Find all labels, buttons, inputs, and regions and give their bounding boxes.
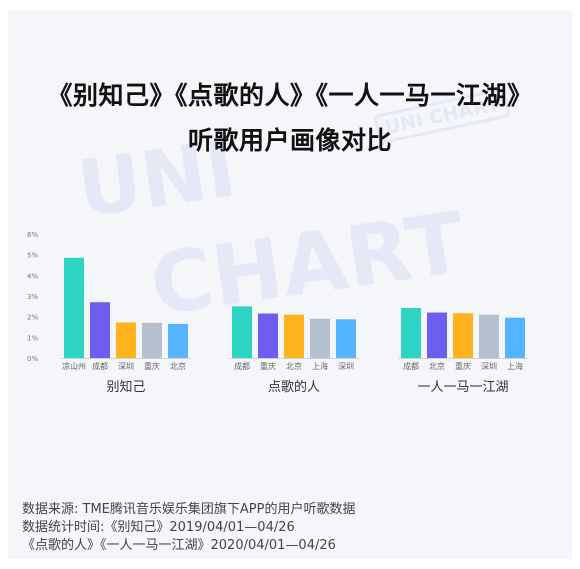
y-tick-label: 6%	[27, 231, 38, 239]
y-tick-label: 0%	[27, 355, 38, 363]
time-range-note-1: 数据统计时间:《别知己》2019/04/01—04/26	[22, 520, 295, 535]
x-tick-label: 上海	[507, 361, 523, 371]
bar	[258, 313, 278, 358]
x-tick-label: 上海	[312, 361, 328, 371]
y-tick-label: 5%	[27, 252, 38, 260]
chart-subtitle: 听歌用户画像对比	[187, 126, 392, 155]
y-tick-label: 1%	[27, 334, 38, 342]
x-tick-label: 深圳	[338, 361, 354, 371]
bar	[479, 314, 499, 358]
x-tick-label: 深圳	[481, 361, 497, 371]
x-tick-label: 北京	[286, 361, 302, 371]
bar	[401, 307, 421, 358]
x-tick-label: 成都	[234, 361, 250, 371]
x-tick-label: 北京	[429, 361, 445, 371]
group-label: 别知己	[106, 379, 145, 395]
bar	[336, 319, 356, 358]
bar	[90, 302, 110, 358]
chart-title: 《别知己》《点歌的人》《一人一马一江湖》	[47, 81, 533, 110]
bar	[142, 322, 162, 358]
y-tick-label: 3%	[27, 293, 38, 301]
bar	[284, 314, 304, 358]
x-tick-label: 成都	[92, 361, 108, 371]
x-tick-label: 重庆	[260, 361, 276, 371]
data-source-note: 数据来源: TME腾讯音乐娱乐集团旗下APP的用户听歌数据	[22, 502, 356, 517]
x-tick-label: 重庆	[144, 361, 160, 371]
bar	[116, 322, 136, 358]
bar	[505, 317, 525, 358]
group-label: 一人一马一江湖	[417, 380, 508, 395]
bar	[168, 323, 188, 358]
x-tick-label: 成都	[403, 361, 419, 371]
chart-card	[8, 10, 572, 559]
group-label: 点歌的人	[268, 379, 320, 395]
x-tick-label: 凉山州	[62, 361, 86, 371]
y-tick-label: 2%	[27, 314, 38, 322]
bar	[310, 318, 330, 358]
bar	[453, 313, 473, 358]
bar	[427, 312, 447, 358]
x-tick-label: 深圳	[118, 361, 134, 371]
bar	[232, 306, 252, 358]
bar	[64, 257, 84, 358]
x-tick-label: 北京	[170, 361, 186, 371]
y-tick-label: 4%	[27, 272, 38, 280]
x-tick-label: 重庆	[455, 361, 471, 371]
time-range-note-2: 《点歌的人》《一人一马一江湖》2020/04/01—04/26	[22, 538, 336, 553]
